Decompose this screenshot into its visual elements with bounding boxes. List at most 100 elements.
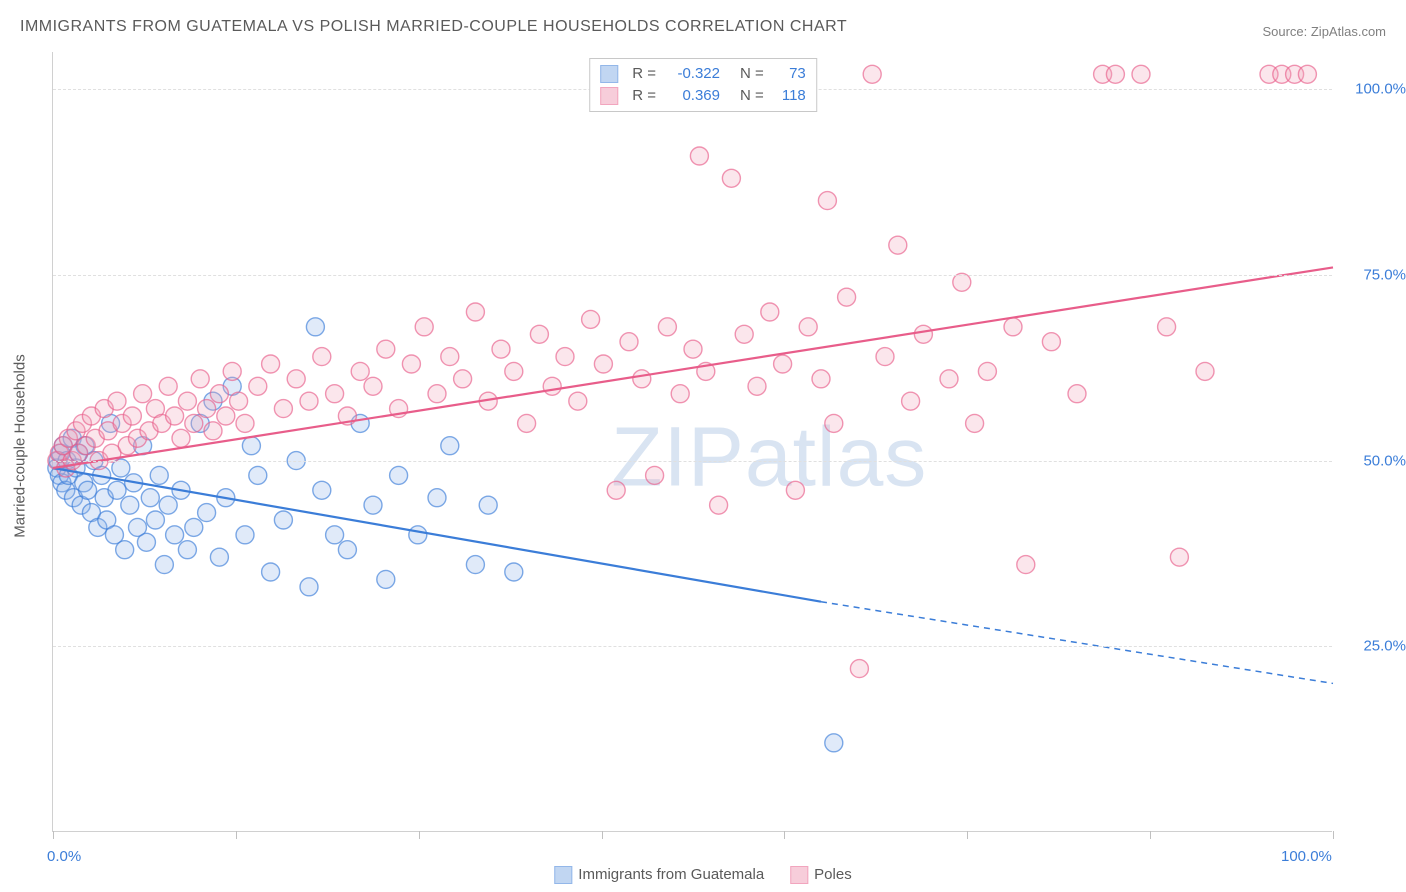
- y-tick-label: 75.0%: [1363, 266, 1406, 283]
- data-point: [838, 288, 856, 306]
- data-point: [1068, 385, 1086, 403]
- data-point: [159, 496, 177, 514]
- data-point: [377, 340, 395, 358]
- data-point: [287, 370, 305, 388]
- data-point: [313, 481, 331, 499]
- data-point: [428, 385, 446, 403]
- data-point: [1132, 65, 1150, 83]
- data-point: [313, 348, 331, 366]
- data-point: [710, 496, 728, 514]
- data-point: [390, 466, 408, 484]
- data-point: [594, 355, 612, 373]
- data-point: [191, 370, 209, 388]
- data-point: [1298, 65, 1316, 83]
- data-point: [889, 236, 907, 254]
- legend-swatch: [554, 866, 572, 884]
- x-tick-label: 0.0%: [47, 848, 81, 865]
- y-axis-label: Married-couple Households: [12, 354, 29, 537]
- data-point: [748, 377, 766, 395]
- data-point: [671, 385, 689, 403]
- data-point: [155, 556, 173, 574]
- data-point: [492, 340, 510, 358]
- x-tick: [419, 831, 420, 839]
- series-legend: Immigrants from GuatemalaPoles: [554, 866, 851, 884]
- data-point: [825, 734, 843, 752]
- data-point: [415, 318, 433, 336]
- source-label: Source: ZipAtlas.com: [1262, 24, 1386, 39]
- correlation-legend: R =-0.322N =73R =0.369N =118: [589, 58, 817, 112]
- data-point: [978, 362, 996, 380]
- x-tick: [1150, 831, 1151, 839]
- data-point: [607, 481, 625, 499]
- data-point: [204, 422, 222, 440]
- data-point: [137, 533, 155, 551]
- data-point: [1106, 65, 1124, 83]
- data-point: [306, 318, 324, 336]
- data-point: [786, 481, 804, 499]
- grid-line: [53, 461, 1332, 462]
- trend-line-extrapolated: [821, 602, 1333, 684]
- data-point: [966, 414, 984, 432]
- data-point: [1196, 362, 1214, 380]
- data-point: [1158, 318, 1176, 336]
- data-point: [249, 466, 267, 484]
- data-point: [690, 147, 708, 165]
- data-point: [198, 504, 216, 522]
- data-point: [262, 563, 280, 581]
- data-point: [454, 370, 472, 388]
- data-point: [466, 303, 484, 321]
- data-point: [210, 385, 228, 403]
- data-point: [850, 660, 868, 678]
- legend-swatch: [600, 65, 618, 83]
- data-point: [230, 392, 248, 410]
- data-point: [300, 392, 318, 410]
- data-point: [274, 511, 292, 529]
- data-point: [364, 377, 382, 395]
- trend-line: [53, 267, 1333, 468]
- data-point: [863, 65, 881, 83]
- data-point: [1170, 548, 1188, 566]
- data-point: [121, 496, 139, 514]
- data-point: [178, 541, 196, 559]
- data-point: [658, 318, 676, 336]
- data-point: [198, 400, 216, 418]
- data-point: [620, 333, 638, 351]
- data-point: [108, 481, 126, 499]
- data-point: [236, 526, 254, 544]
- data-point: [326, 385, 344, 403]
- data-point: [1004, 318, 1022, 336]
- data-point: [409, 526, 427, 544]
- data-point: [146, 511, 164, 529]
- data-point: [217, 407, 235, 425]
- data-point: [633, 370, 651, 388]
- data-point: [166, 407, 184, 425]
- data-point: [735, 325, 753, 343]
- data-point: [505, 563, 523, 581]
- data-point: [799, 318, 817, 336]
- data-point: [479, 496, 497, 514]
- data-point: [441, 437, 459, 455]
- data-point: [185, 414, 203, 432]
- data-point: [249, 377, 267, 395]
- data-point: [914, 325, 932, 343]
- data-point: [466, 556, 484, 574]
- x-tick: [1333, 831, 1334, 839]
- data-point: [172, 429, 190, 447]
- data-point: [338, 541, 356, 559]
- chart-title: IMMIGRANTS FROM GUATEMALA VS POLISH MARR…: [20, 18, 847, 36]
- data-point: [326, 526, 344, 544]
- legend-item: Immigrants from Guatemala: [554, 866, 764, 884]
- data-point: [505, 362, 523, 380]
- data-point: [223, 362, 241, 380]
- data-point: [876, 348, 894, 366]
- data-point: [141, 489, 159, 507]
- data-point: [377, 570, 395, 588]
- data-point: [818, 192, 836, 210]
- x-tick: [236, 831, 237, 839]
- data-point: [116, 541, 134, 559]
- data-point: [123, 407, 141, 425]
- data-point: [236, 414, 254, 432]
- data-point: [953, 273, 971, 291]
- x-tick: [784, 831, 785, 839]
- data-point: [178, 392, 196, 410]
